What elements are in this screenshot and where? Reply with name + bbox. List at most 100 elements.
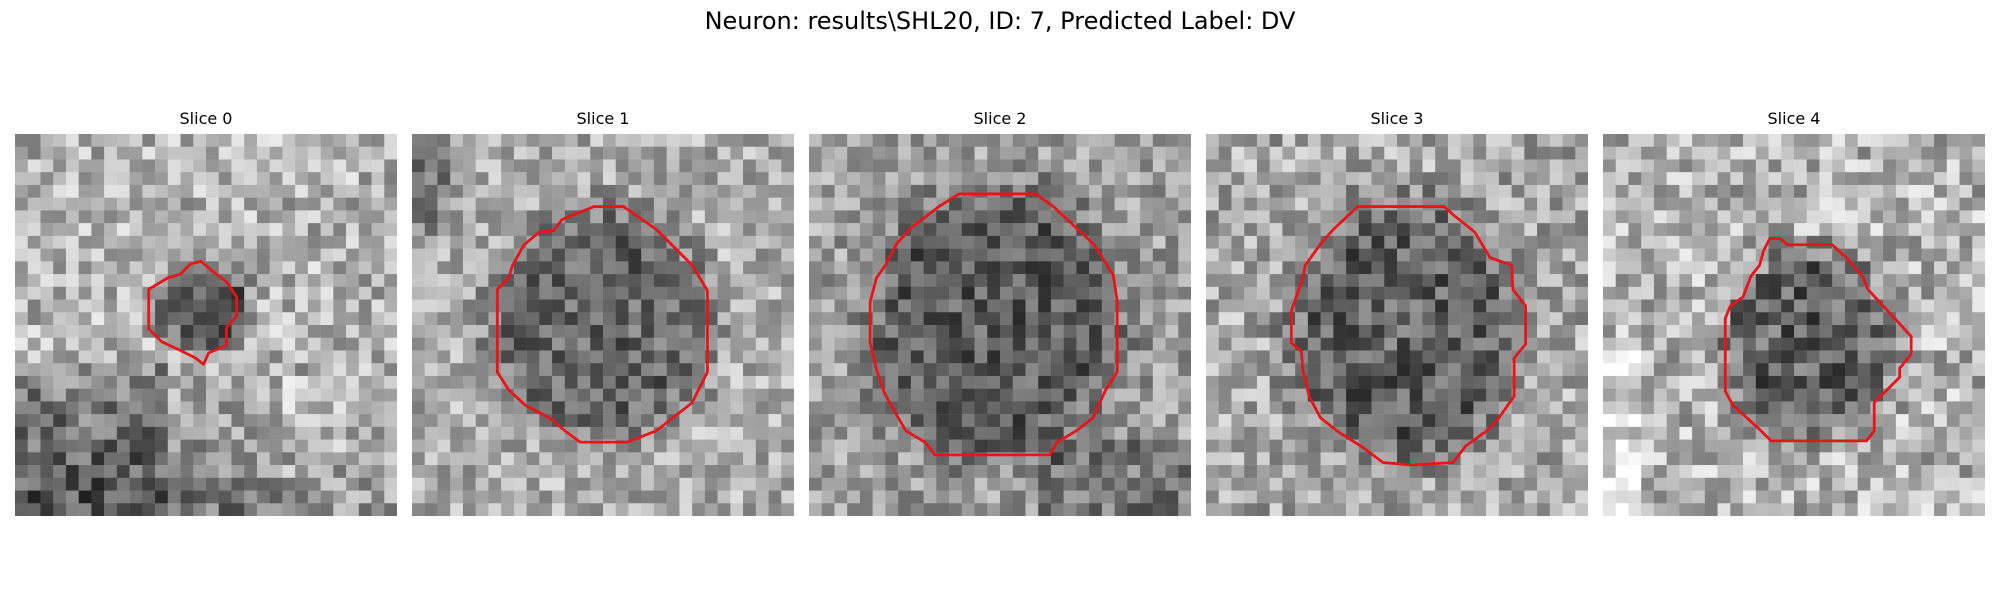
pixel <box>1730 350 1744 364</box>
pixel <box>552 401 566 415</box>
pixel <box>320 337 334 351</box>
pixel <box>1743 223 1757 237</box>
pixel <box>1692 210 1706 224</box>
pixel <box>564 286 578 300</box>
pixel <box>872 477 886 491</box>
pixel <box>1256 210 1270 224</box>
pixel <box>821 337 835 351</box>
pixel <box>615 388 629 402</box>
pixel <box>552 159 566 173</box>
pixel <box>167 172 181 186</box>
pixel <box>936 184 950 198</box>
pixel <box>424 350 438 364</box>
pixel <box>949 248 963 262</box>
pixel <box>1038 363 1052 377</box>
pixel <box>155 375 169 389</box>
pixel <box>358 172 372 186</box>
pixel <box>1755 172 1769 186</box>
pixel <box>704 452 718 466</box>
pixel <box>898 184 912 198</box>
pixel <box>1409 439 1423 453</box>
pixel <box>974 375 988 389</box>
pixel <box>218 414 232 428</box>
pixel <box>1946 159 1960 173</box>
pixel <box>1244 159 1258 173</box>
pixel <box>244 375 258 389</box>
pixel <box>872 312 886 326</box>
pixel <box>961 503 975 516</box>
pixel <box>1768 325 1782 338</box>
pixel <box>1603 414 1616 428</box>
pixel <box>295 210 309 224</box>
pixel <box>730 388 744 402</box>
pixel <box>1127 248 1141 262</box>
pixel <box>1537 235 1551 249</box>
pixel <box>1089 465 1103 479</box>
pixel <box>768 490 782 504</box>
pixel <box>155 146 169 160</box>
pixel <box>666 210 680 224</box>
pixel <box>1114 439 1128 453</box>
pixel <box>1358 159 1372 173</box>
pixel <box>193 286 207 300</box>
pixel <box>412 452 425 466</box>
pixel <box>1127 274 1141 288</box>
pixel <box>180 490 194 504</box>
pixel <box>1653 274 1667 288</box>
pixel <box>1628 414 1642 428</box>
pixel <box>1127 325 1141 338</box>
pixel <box>1409 375 1423 389</box>
pixel <box>1486 490 1500 504</box>
pixel <box>206 312 219 326</box>
pixel <box>1244 439 1258 453</box>
pixel <box>104 426 118 440</box>
pixel <box>859 159 873 173</box>
pixel <box>104 197 118 211</box>
pixel <box>692 146 706 160</box>
pixel <box>244 490 258 504</box>
pixel <box>1819 401 1833 415</box>
pixel <box>603 401 616 415</box>
pixel <box>1959 414 1973 428</box>
pixel <box>1447 286 1461 300</box>
pixel <box>384 477 397 491</box>
pixel <box>412 172 425 186</box>
pixel <box>78 312 92 326</box>
pixel <box>1295 210 1309 224</box>
pixel <box>155 439 169 453</box>
pixel <box>1806 134 1820 147</box>
pixel <box>809 223 822 237</box>
pixel <box>1717 286 1731 300</box>
pixel <box>206 337 219 351</box>
pixel <box>282 375 296 389</box>
pixel <box>1025 248 1039 262</box>
pixel <box>809 172 822 186</box>
pixel <box>1089 312 1103 326</box>
pixel <box>834 248 848 262</box>
pixel <box>1320 503 1334 516</box>
pixel <box>1371 159 1385 173</box>
pixel <box>513 426 527 440</box>
pixel <box>1781 503 1795 516</box>
pixel <box>206 388 219 402</box>
pixel <box>1794 261 1807 275</box>
pixel <box>936 465 950 479</box>
pixel <box>231 146 245 160</box>
pixel <box>1832 325 1846 338</box>
pixel <box>1089 184 1103 198</box>
pixel <box>1295 401 1309 415</box>
pixel <box>641 299 655 313</box>
pixel <box>218 401 232 415</box>
pixel <box>885 439 899 453</box>
pixel <box>1127 172 1141 186</box>
pixel <box>1743 159 1757 173</box>
pixel <box>1435 503 1449 516</box>
pixel <box>1231 197 1245 211</box>
pixel <box>1883 325 1897 338</box>
pixel <box>809 299 822 313</box>
pixel <box>501 184 515 198</box>
pixel <box>1206 248 1219 262</box>
pixel <box>885 197 899 211</box>
pixel <box>346 503 360 516</box>
pixel <box>1178 503 1191 516</box>
